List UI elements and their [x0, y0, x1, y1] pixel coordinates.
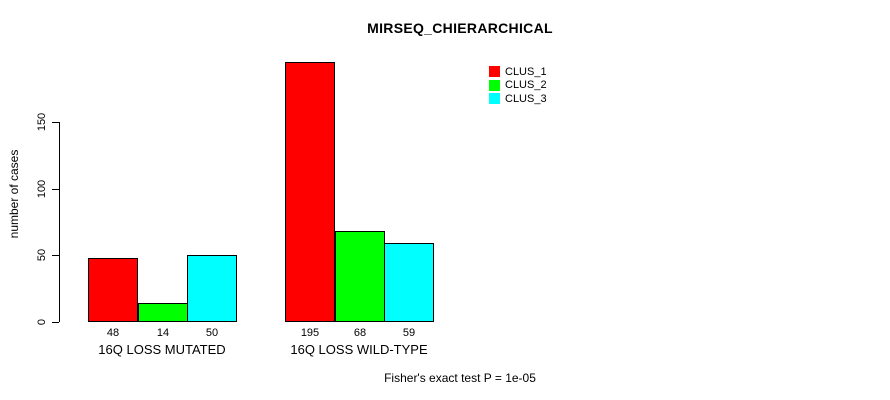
bar-clus_3-group1: [187, 255, 237, 322]
annotation-text: Fisher's exact test P = 1e-05: [384, 371, 536, 385]
legend-label: CLUS_3: [505, 92, 547, 105]
bar-clus_1-group1: [88, 258, 138, 322]
legend-swatch-icon: [489, 93, 500, 105]
y-tick-label: 100: [36, 179, 48, 199]
bar-value-label: 195: [300, 327, 320, 339]
y-tick: [52, 322, 59, 323]
legend-item-clus_3: CLUS_3: [489, 92, 547, 106]
legend-label: CLUS_1: [505, 65, 547, 78]
y-tick: [52, 189, 59, 190]
y-axis-label: number of cases: [7, 149, 21, 239]
legend-item-clus_1: CLUS_1: [489, 65, 547, 79]
bar-value-label: 50: [205, 327, 219, 339]
legend-item-clus_2: CLUS_2: [489, 79, 547, 93]
bar-value-label: 48: [106, 327, 120, 339]
y-tick: [52, 122, 59, 123]
legend-swatch-icon: [489, 79, 500, 91]
y-tick: [52, 255, 59, 256]
bar-clus_2-group2: [335, 231, 385, 322]
bar-value-label: 59: [402, 327, 416, 339]
bar-value-label: 68: [353, 327, 367, 339]
bar-clus_3-group2: [384, 243, 434, 322]
legend: CLUS_1 CLUS_2 CLUS_3: [489, 65, 547, 106]
y-tick-label: 0: [36, 318, 48, 326]
bar-clus_2-group1: [138, 303, 188, 322]
legend-label: CLUS_2: [505, 79, 547, 92]
group-label: 16Q LOSS WILD-TYPE: [290, 342, 428, 357]
group-label: 16Q LOSS MUTATED: [98, 342, 226, 357]
y-axis-line: [59, 122, 60, 322]
bar-clus_1-group2: [285, 62, 335, 322]
chart-title: MIRSEQ_CHIERARCHICAL: [367, 20, 553, 36]
legend-swatch-icon: [489, 66, 500, 78]
bar-value-label: 14: [156, 327, 170, 339]
y-tick-label: 50: [36, 248, 48, 262]
y-tick-label: 150: [36, 112, 48, 132]
